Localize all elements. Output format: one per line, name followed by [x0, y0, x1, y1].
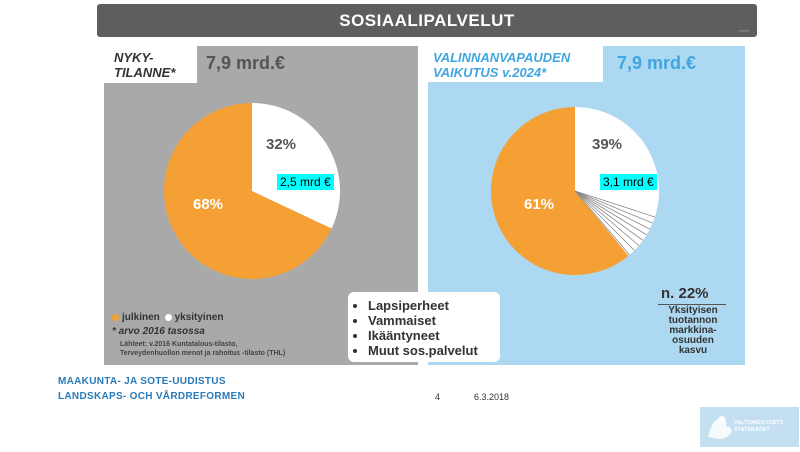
left-callout: 2,5 mrd € — [277, 174, 334, 190]
growth-hatch-lines — [574, 190, 656, 256]
legend-private-swatch — [164, 313, 172, 321]
logo-text-line: VALTIONEUVOSTO — [734, 420, 784, 426]
services-list-item: Vammaiset — [368, 313, 500, 328]
right-callout: 3,1 mrd € — [600, 174, 657, 190]
pie-label-private: 39% — [592, 136, 622, 153]
left-panel-header — [197, 46, 418, 84]
hatch-line — [574, 190, 656, 218]
left-label-line-1: NYKY- — [114, 50, 154, 65]
source-line-2: Terveydenhuollon menot ja rahoitus -tila… — [120, 350, 286, 357]
hatch-line — [574, 190, 644, 241]
value-note: * arvo 2016 tasossa — [112, 326, 205, 337]
left-label-line-2: TILANNE* — [114, 65, 176, 80]
services-list-box: Lapsiperheet Vammaiset Ikääntyneet Muut … — [348, 292, 500, 362]
footer-titles: MAAKUNTA- JA SOTE-UUDISTUS LANDSKAPS- OC… — [58, 376, 245, 402]
legend-public-swatch — [112, 313, 119, 321]
hatch-line — [574, 190, 651, 230]
right-label-line-2: VAIKUTUS v.2024* — [433, 65, 547, 80]
hatch-line — [574, 190, 635, 251]
right-label-line-1: VALINNANVAPAUDEN — [433, 50, 571, 65]
pie-slice-public — [491, 107, 629, 275]
slide-date: 6.3.2018 — [474, 392, 510, 402]
growth-description: Yksityisen tuotannon markkina- osuuden k… — [660, 306, 726, 356]
services-list-item: Lapsiperheet — [368, 298, 500, 313]
services-list-item: Muut sos.palvelut — [368, 343, 500, 358]
growth-line: kasvu — [678, 345, 708, 356]
footer-line-fi: MAAKUNTA- JA SOTE-UUDISTUS — [58, 376, 226, 387]
right-panel-header — [603, 46, 745, 83]
logo-text-line: STATSRÅDET — [734, 427, 770, 433]
pie-slice-public — [164, 103, 332, 280]
growth-line: tuotannon — [668, 315, 718, 326]
services-list: Lapsiperheet Vammaiset Ikääntyneet Muut … — [348, 292, 500, 358]
left-panel-label: NYKY- TILANNE* — [114, 50, 175, 80]
growth-divider — [658, 304, 726, 305]
growth-line: Yksityisen — [668, 305, 718, 316]
hatch-line — [574, 190, 653, 224]
legend-private-label: yksityinen — [174, 312, 224, 323]
right-panel-label: VALINNANVAPAUDEN VAIKUTUS v.2024* — [433, 50, 570, 80]
logo-text: VALTIONEUVOSTO STATSRÅDET — [734, 420, 784, 434]
source-line-1: Lähteet: v.2016 Kuntatalous-tilasto, — [120, 341, 238, 348]
pie-chart-current: 68% 32% — [164, 103, 341, 280]
government-logo: VALTIONEUVOSTO STATSRÅDET — [700, 407, 799, 447]
pie-slice-private — [252, 103, 341, 229]
lion-emblem-icon — [708, 416, 732, 439]
slide-title-bar: SOSIAALIPALVELUT ▪▪▪▪▪ — [97, 4, 757, 37]
page-number: 4 — [435, 392, 441, 402]
sources: Lähteet: v.2016 Kuntatalous-tilasto, Ter… — [120, 340, 285, 358]
services-list-item: Ikääntyneet — [368, 328, 500, 343]
tiny-credit: ▪▪▪▪▪ — [739, 28, 749, 33]
slide-title: SOSIAALIPALVELUT — [339, 10, 515, 30]
right-total: 7,9 mrd.€ — [617, 53, 697, 73]
pie-legend: julkinen yksityinen — [112, 312, 224, 323]
legend-public-label: julkinen — [122, 312, 160, 323]
hatch-line — [574, 190, 630, 256]
growth-line: osuuden — [672, 335, 714, 346]
pie-label-public: 68% — [193, 196, 223, 213]
growth-value: n. 22% — [661, 285, 709, 302]
pie-label-public: 61% — [524, 196, 554, 213]
hatch-line — [574, 190, 647, 236]
footer-line-sv: LANDSKAPS- OCH VÅRDREFORMEN — [58, 391, 245, 402]
hatch-line — [574, 190, 640, 246]
pie-label-private: 32% — [266, 136, 296, 153]
left-total: 7,9 mrd.€ — [206, 53, 286, 73]
growth-line: markkina- — [669, 325, 717, 336]
